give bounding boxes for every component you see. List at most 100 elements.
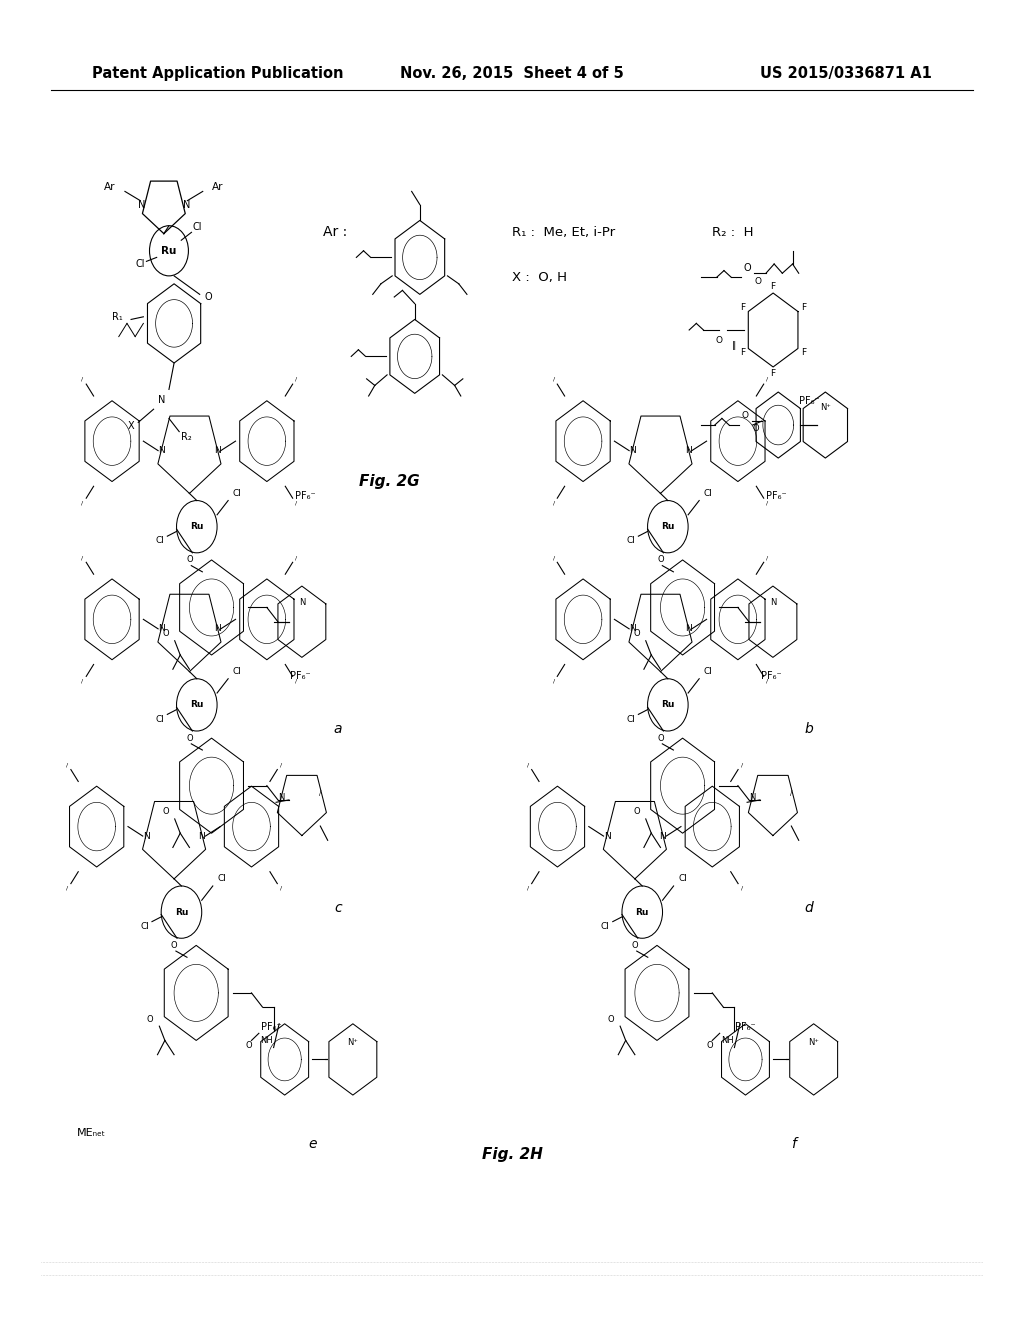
Text: O: O bbox=[204, 292, 212, 302]
Text: c: c bbox=[334, 902, 342, 915]
Text: Cl: Cl bbox=[627, 714, 636, 723]
Text: R₂ :  H: R₂ : H bbox=[712, 226, 754, 239]
Text: Ru: Ru bbox=[662, 701, 675, 709]
Text: O: O bbox=[743, 263, 752, 273]
Text: O: O bbox=[633, 808, 640, 816]
Text: N: N bbox=[630, 446, 636, 455]
Text: Ar :: Ar : bbox=[323, 226, 347, 239]
Text: /: / bbox=[766, 678, 768, 684]
Text: a: a bbox=[334, 722, 342, 735]
Text: Cl: Cl bbox=[678, 874, 687, 883]
Text: /: / bbox=[295, 500, 297, 506]
Text: Ru: Ru bbox=[190, 523, 204, 531]
Text: Cl: Cl bbox=[156, 714, 165, 723]
Text: N: N bbox=[770, 598, 776, 607]
Text: Cl: Cl bbox=[135, 259, 145, 269]
Text: NH: NH bbox=[721, 1036, 733, 1045]
Text: /: / bbox=[527, 886, 529, 891]
Text: /: / bbox=[67, 763, 69, 767]
Text: N: N bbox=[279, 793, 285, 803]
Text: /: / bbox=[553, 500, 555, 506]
Text: N: N bbox=[299, 598, 305, 607]
Text: F: F bbox=[801, 304, 807, 312]
Text: /: / bbox=[67, 886, 69, 891]
Text: e: e bbox=[308, 1138, 316, 1151]
Text: Cl: Cl bbox=[703, 667, 713, 676]
Text: /: / bbox=[553, 556, 555, 560]
Text: Cl: Cl bbox=[156, 536, 165, 545]
Text: X: X bbox=[128, 421, 134, 432]
Text: F: F bbox=[801, 348, 807, 356]
Text: R₁: R₁ bbox=[113, 312, 123, 322]
Text: /: / bbox=[527, 763, 529, 767]
Text: PF₆⁻: PF₆⁻ bbox=[766, 491, 786, 502]
Text: /: / bbox=[295, 378, 297, 381]
Text: N⁺: N⁺ bbox=[347, 1039, 358, 1047]
Text: O: O bbox=[706, 1040, 713, 1049]
Text: /: / bbox=[319, 789, 322, 796]
Text: PF₆⁻: PF₆⁻ bbox=[290, 671, 310, 681]
Text: Fig. 2H: Fig. 2H bbox=[481, 1147, 543, 1163]
Text: /: / bbox=[280, 763, 282, 767]
Text: Cl: Cl bbox=[627, 536, 636, 545]
Text: N: N bbox=[214, 624, 220, 634]
Text: F: F bbox=[770, 370, 776, 378]
Text: Ar: Ar bbox=[103, 182, 116, 193]
Text: O: O bbox=[657, 734, 664, 743]
Text: PF₆⁻: PF₆⁻ bbox=[761, 671, 781, 681]
Text: PF₆⁻: PF₆⁻ bbox=[295, 491, 315, 502]
Text: O: O bbox=[186, 734, 193, 743]
Text: Nov. 26, 2015  Sheet 4 of 5: Nov. 26, 2015 Sheet 4 of 5 bbox=[400, 66, 624, 82]
Text: Ru: Ru bbox=[662, 523, 675, 531]
Text: Ru: Ru bbox=[175, 908, 188, 916]
Text: US 2015/0336871 A1: US 2015/0336871 A1 bbox=[760, 66, 932, 82]
Text: Ru: Ru bbox=[190, 701, 204, 709]
Text: /: / bbox=[553, 378, 555, 381]
Text: Cl: Cl bbox=[601, 921, 610, 931]
Text: /: / bbox=[766, 500, 768, 506]
Text: Cl: Cl bbox=[217, 874, 226, 883]
Text: Ru: Ru bbox=[636, 908, 649, 916]
Text: Cl: Cl bbox=[193, 222, 203, 232]
Text: O: O bbox=[186, 556, 193, 565]
Text: N: N bbox=[158, 395, 166, 405]
Text: O: O bbox=[245, 1040, 252, 1049]
Text: O: O bbox=[162, 808, 169, 816]
Text: d: d bbox=[805, 902, 813, 915]
Text: O: O bbox=[753, 425, 759, 433]
Text: R₁ :  Me, Et, i-Pr: R₁ : Me, Et, i-Pr bbox=[512, 226, 615, 239]
Text: N: N bbox=[182, 199, 190, 210]
Text: N⁺: N⁺ bbox=[808, 1039, 819, 1047]
Text: N⁺: N⁺ bbox=[820, 404, 830, 412]
Text: Cl: Cl bbox=[232, 488, 242, 498]
Text: b: b bbox=[805, 722, 813, 735]
Text: Cl: Cl bbox=[232, 667, 242, 676]
Text: Cl: Cl bbox=[703, 488, 713, 498]
Text: PF₆⁻: PF₆⁻ bbox=[799, 396, 819, 407]
Text: O: O bbox=[607, 1015, 614, 1023]
Text: N: N bbox=[659, 832, 666, 841]
Text: PF₆⁻: PF₆⁻ bbox=[261, 1022, 282, 1032]
Text: R₂: R₂ bbox=[181, 432, 191, 442]
Text: /: / bbox=[82, 378, 84, 381]
Text: PF₆⁻: PF₆⁻ bbox=[735, 1022, 756, 1032]
Text: N: N bbox=[750, 793, 756, 803]
Text: N: N bbox=[630, 624, 636, 634]
Text: F: F bbox=[739, 348, 745, 356]
Text: O: O bbox=[742, 412, 749, 420]
Text: /: / bbox=[766, 556, 768, 560]
Text: MEₙₑₜ: MEₙₑₜ bbox=[77, 1127, 105, 1138]
Text: N: N bbox=[604, 832, 610, 841]
Text: N: N bbox=[214, 446, 220, 455]
Text: /: / bbox=[740, 763, 742, 767]
Text: N: N bbox=[685, 624, 691, 634]
Text: f: f bbox=[792, 1138, 796, 1151]
Text: N: N bbox=[685, 446, 691, 455]
Text: /: / bbox=[553, 678, 555, 684]
Text: X :  O, H: X : O, H bbox=[512, 271, 567, 284]
Text: O: O bbox=[162, 630, 169, 638]
Text: /: / bbox=[82, 678, 84, 684]
Text: O: O bbox=[632, 941, 638, 950]
Text: N: N bbox=[159, 624, 165, 634]
Text: N: N bbox=[137, 199, 145, 210]
